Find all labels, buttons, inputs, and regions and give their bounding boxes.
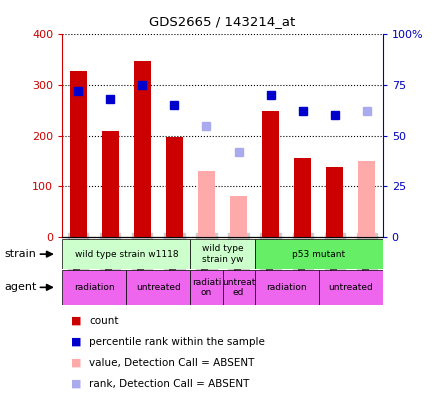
Bar — [326, 167, 344, 237]
Text: strain: strain — [4, 249, 36, 259]
Text: radiation: radiation — [266, 283, 307, 292]
Bar — [126, 270, 190, 305]
Bar — [255, 270, 319, 305]
Text: ■: ■ — [71, 358, 82, 368]
Text: value, Detection Call = ABSENT: value, Detection Call = ABSENT — [89, 358, 255, 368]
Text: wild type strain w1118: wild type strain w1118 — [75, 249, 178, 259]
Bar — [294, 158, 311, 237]
Bar — [134, 61, 151, 237]
Text: rank, Detection Call = ABSENT: rank, Detection Call = ABSENT — [89, 379, 249, 389]
Text: agent: agent — [4, 282, 37, 292]
Text: ■: ■ — [71, 316, 82, 326]
Bar — [319, 270, 383, 305]
Bar — [62, 239, 190, 269]
Bar — [62, 270, 126, 305]
Text: radiati
on: radiati on — [192, 278, 221, 297]
Text: p53 mutant: p53 mutant — [292, 249, 345, 259]
Bar — [69, 71, 87, 237]
Bar — [222, 270, 255, 305]
Bar — [166, 137, 183, 237]
Text: ■: ■ — [71, 379, 82, 389]
Text: untreated: untreated — [328, 283, 373, 292]
Text: ■: ■ — [71, 337, 82, 347]
Bar — [358, 161, 376, 237]
Bar — [190, 270, 222, 305]
Text: radiation: radiation — [74, 283, 115, 292]
Text: wild type
strain yw: wild type strain yw — [202, 245, 243, 264]
Bar — [190, 239, 255, 269]
Bar — [262, 111, 279, 237]
Bar — [198, 171, 215, 237]
Text: percentile rank within the sample: percentile rank within the sample — [89, 337, 265, 347]
Bar — [230, 196, 247, 237]
Text: untreated: untreated — [136, 283, 181, 292]
Bar — [101, 130, 119, 237]
Bar — [255, 239, 383, 269]
Text: GDS2665 / 143214_at: GDS2665 / 143214_at — [150, 15, 295, 28]
Text: untreat
ed: untreat ed — [222, 278, 255, 297]
Text: count: count — [89, 316, 118, 326]
